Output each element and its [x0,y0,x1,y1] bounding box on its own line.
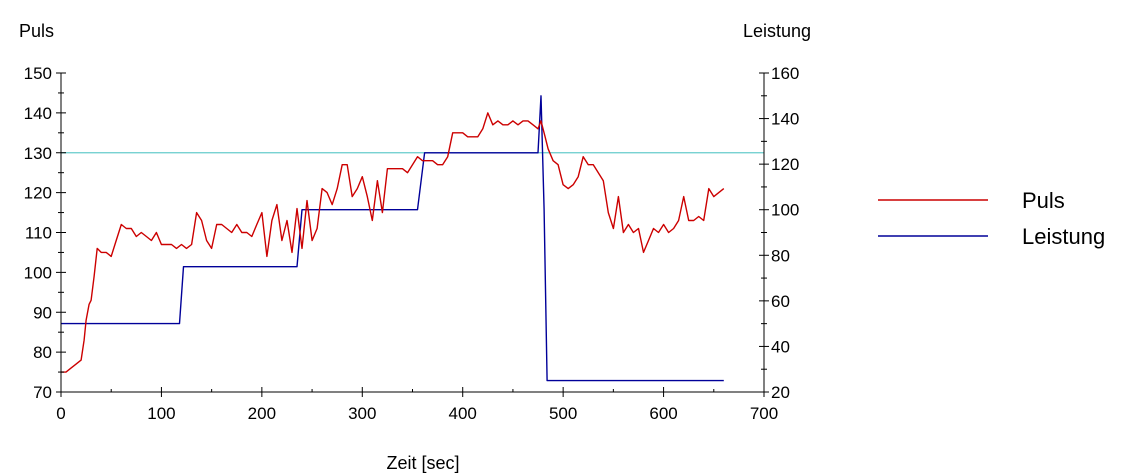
y-left-tick-label: 80 [33,343,52,362]
y-left-tick-label: 130 [24,144,52,163]
x-tick-label: 300 [348,404,376,423]
x-tick-label: 0 [56,404,65,423]
y-right-tick-label: 140 [771,110,799,129]
x-tick-label: 600 [649,404,677,423]
series-line-puls [61,112,725,373]
legend-label-puls: Puls [1022,188,1065,213]
y-left-tick-label: 140 [24,104,52,123]
y-right-tick-label: 40 [771,337,790,356]
x-tick-label: 400 [449,404,477,423]
y-left-tick-label: 90 [33,303,52,322]
x-tick-label: 500 [549,404,577,423]
y-left-axis-title: Puls [19,21,54,41]
y-left-tick-label: 150 [24,64,52,83]
x-tick-label: 200 [248,404,276,423]
axis-layer: 0 100 200 300 400 500 600 700 70 80 90 100 110 120 130… [24,64,800,423]
y-left-tick-label: 100 [24,263,52,282]
y-left-tick-label: 70 [33,383,52,402]
x-tick-label: 100 [147,404,175,423]
y-left-tick-label: 110 [25,224,52,243]
series-line-leistung [61,95,724,382]
y-right-tick-label: 20 [771,383,790,402]
x-tick-label: 700 [750,404,778,423]
series-layer [61,95,725,382]
x-axis-title: Zeit [sec] [386,453,459,473]
y-right-tick-label: 120 [771,155,799,174]
y-right-tick-label: 100 [771,201,799,220]
legend: Puls Leistung [878,188,1105,249]
y-right-tick-label: 80 [771,246,790,265]
label-layer: Puls Leistung Zeit [sec] [19,21,811,473]
y-right-tick-label: 60 [771,292,790,311]
y-right-tick-label: 160 [771,64,799,83]
y-left-tick-label: 120 [24,184,52,203]
y-right-axis-title: Leistung [743,21,811,41]
legend-label-leistung: Leistung [1022,224,1105,249]
